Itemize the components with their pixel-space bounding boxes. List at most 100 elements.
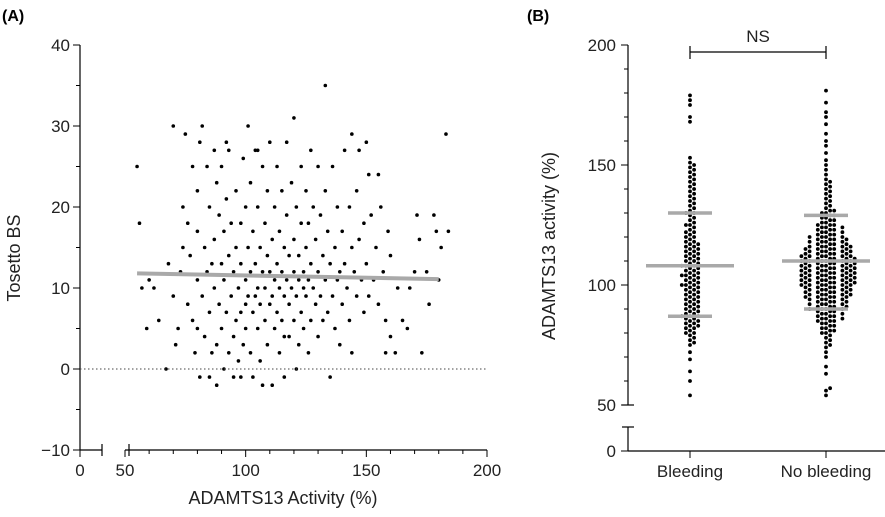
panel-b-data-point: [848, 283, 853, 287]
panel-a-data-point: [234, 245, 238, 250]
panel-b-data-point: [696, 304, 701, 309]
panel-b-data-point: [692, 196, 696, 201]
panel-b-data-point: [688, 103, 692, 107]
panel-a-data-point: [287, 302, 291, 307]
panel-a-data-point: [176, 326, 180, 331]
panel-b-data-point: [807, 249, 812, 254]
panel-a-data-point: [284, 213, 289, 217]
panel-a-data-point: [185, 221, 190, 225]
panel-b-data-point: [688, 333, 692, 338]
panel-b-data-point: [824, 151, 828, 155]
panel-b-data-point: [828, 199, 832, 203]
panel-b-data-point: [828, 203, 832, 208]
panel-a-data-point: [328, 375, 332, 379]
panel-b-data-point: [820, 249, 824, 254]
panel-b-data-point: [824, 110, 828, 115]
panel-a-data-point: [364, 140, 369, 144]
panel-a-data-point: [330, 164, 335, 169]
panel-a-data-point: [415, 213, 419, 217]
panel-a-data-point: [265, 342, 270, 347]
panel-b-data-point: [840, 268, 845, 273]
panel-a-data-point: [239, 221, 243, 225]
panel-a-data-point: [229, 221, 233, 225]
panel-a-data-point: [313, 302, 318, 307]
panel-b-data-point: [688, 170, 692, 175]
panel-b-data-point: [832, 319, 837, 323]
panel-b-data-point: [815, 271, 820, 275]
panel-a-data-point: [282, 294, 287, 298]
panel-b-data-point: [828, 223, 832, 227]
panel-b-data-point: [840, 249, 845, 254]
panel-a-data-point: [354, 294, 359, 298]
panel-a-data-point: [383, 351, 388, 355]
panel-b-data-point: [844, 280, 849, 285]
panel-b-data-point: [828, 275, 832, 280]
panel-a-data-point: [292, 270, 296, 274]
panel-b-data-point: [824, 268, 828, 273]
panel-a-data-point: [229, 294, 233, 298]
panel-b-data-point: [679, 273, 684, 278]
panel-a-data-point: [376, 302, 381, 307]
panel-a-data-point: [306, 351, 311, 355]
panel-b-data-point: [832, 237, 837, 242]
panel-b-data-point: [828, 184, 832, 189]
panel-a-data-point: [188, 253, 192, 258]
panel-b-data-point: [692, 292, 696, 297]
panel-a-data-point: [439, 245, 443, 250]
panel-b-data-point: [852, 275, 857, 280]
panel-a-data-point: [354, 189, 359, 193]
panel-b-data-point: [824, 122, 828, 127]
panel-a-data-point: [337, 342, 342, 347]
panel-b-data-point: [684, 235, 688, 239]
panel-a-data-point: [284, 278, 289, 282]
panel-a-data-point: [147, 278, 151, 282]
panel-b-data-point: [824, 388, 828, 393]
panel-a-data-point: [275, 310, 279, 315]
panel-a-data-point: [306, 221, 311, 225]
panel-b-data-point: [820, 235, 824, 239]
panel-b-data-point: [696, 295, 701, 299]
panel-a-data-point: [241, 156, 246, 161]
panel-b-data-point: [815, 299, 820, 304]
panel-b-data-point: [844, 237, 849, 242]
panel-b-data-point: [828, 323, 832, 328]
panel-a-y-tick-label: 10: [51, 279, 70, 298]
panel-b-data-point: [828, 208, 832, 213]
panel-a-overlay: [80, 271, 487, 370]
panel-a-data-point: [379, 205, 383, 209]
panel-a-data-point: [301, 270, 306, 274]
panel-b-overlay: NS: [646, 27, 870, 318]
panel-b-data-point: [803, 295, 808, 299]
panel-a-data-point: [376, 172, 381, 177]
panel-b-data-point: [828, 237, 832, 242]
panel-b-data-point: [844, 242, 849, 247]
panel-a-data-point: [243, 302, 248, 307]
panel-a-data-point: [241, 342, 246, 347]
panel-a-data-point: [316, 164, 320, 169]
panel-b-data-point: [832, 323, 837, 328]
panel-b-data-point: [807, 292, 812, 297]
panel-b-data-point: [692, 206, 696, 211]
panel-a-data-point: [248, 180, 253, 185]
panel-b-axes: 0 50 100 150 200 Bleeding No bleeding: [588, 36, 885, 481]
panel-b-data-point: [824, 196, 828, 201]
panel-b-data-point: [688, 299, 692, 304]
panel-b-data-point: [824, 335, 828, 340]
panel-b-data-point: [848, 254, 853, 259]
panel-b-data-point: [684, 249, 688, 254]
panel-a-data-point: [222, 367, 226, 371]
panel-a-data-point: [337, 270, 342, 274]
panel-b-data-point: [820, 239, 824, 244]
panel-a-data-point: [292, 116, 296, 120]
panel-b-data-point: [828, 232, 832, 237]
panel-b-data-point: [807, 273, 812, 278]
panel-a-data-point: [222, 229, 226, 234]
panel-b-data-point: [688, 271, 692, 275]
panel-a-data-point: [316, 270, 320, 274]
panel-b-data-point: [688, 223, 692, 227]
panel-b-data-point: [848, 244, 853, 249]
panel-b-data-point: [799, 254, 804, 259]
panel-b-data-point: [844, 299, 849, 304]
panel-a-data-point: [294, 205, 299, 209]
panel-b-data-point: [799, 283, 804, 287]
